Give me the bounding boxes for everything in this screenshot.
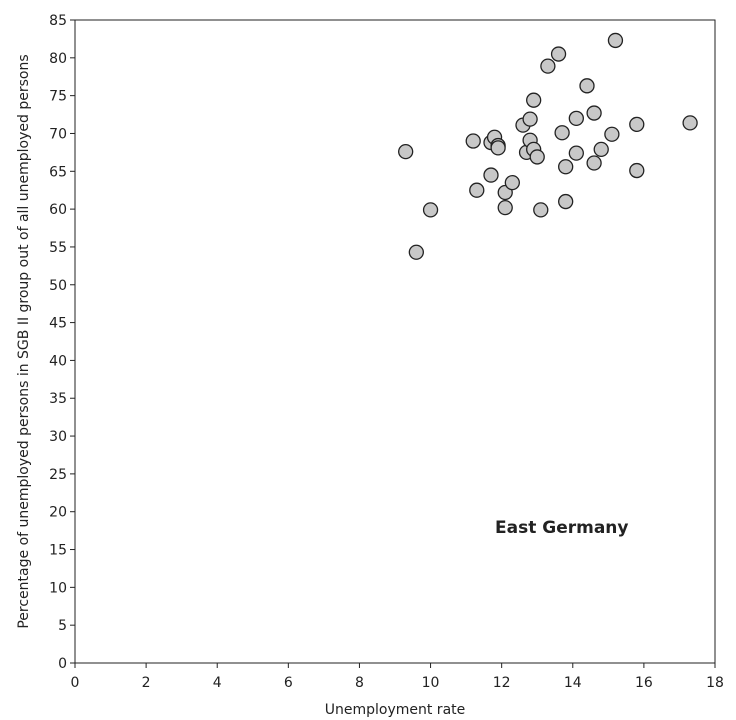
x-tick-label-3: 6: [284, 675, 293, 691]
y-tick-label-13: 65: [49, 164, 67, 180]
x-axis-title: Unemployment rate: [325, 702, 466, 718]
data-point-15: [523, 112, 537, 126]
data-point-22: [552, 47, 566, 61]
y-tick-label-0: 0: [58, 656, 67, 672]
data-point-17: [527, 93, 541, 107]
data-point-9: [491, 141, 505, 155]
y-tick-label-11: 55: [49, 240, 67, 256]
y-tick-label-15: 75: [49, 89, 67, 105]
data-point-23: [555, 126, 569, 140]
data-point-35: [630, 164, 644, 178]
x-tick-label-4: 8: [355, 675, 364, 691]
x-tick-label-0: 0: [71, 675, 80, 691]
y-tick-label-14: 70: [49, 126, 67, 142]
data-point-27: [569, 146, 583, 160]
y-tick-label-12: 60: [49, 202, 67, 218]
y-tick-label-2: 10: [49, 580, 67, 596]
data-point-2: [424, 203, 438, 217]
data-point-24: [559, 160, 573, 174]
data-point-26: [569, 111, 583, 125]
y-tick-label-17: 85: [49, 13, 67, 29]
y-axis-ticks: 0 5 10 15 20 25 30 35 40 45 50 55 60 65 70 75 80 85: [49, 13, 75, 672]
x-tick-label-1: 2: [142, 675, 151, 691]
data-point-33: [608, 33, 622, 47]
data-point-3: [466, 134, 480, 148]
data-point-20: [534, 203, 548, 217]
y-tick-label-10: 50: [49, 278, 67, 294]
x-tick-label-7: 14: [564, 675, 582, 691]
y-tick-label-8: 40: [49, 353, 67, 369]
data-point-21: [541, 59, 555, 73]
x-tick-label-9: 18: [706, 675, 724, 691]
x-axis-ticks: 0 2 4 6 8 10 12 14 16 18: [71, 663, 724, 691]
data-point-11: [498, 201, 512, 215]
y-tick-label-16: 80: [49, 51, 67, 67]
x-tick-label-5: 10: [422, 675, 440, 691]
data-point-28: [580, 79, 594, 93]
y-tick-label-3: 15: [49, 543, 67, 559]
data-point-34: [630, 117, 644, 131]
y-tick-label-5: 25: [49, 467, 67, 483]
data-point-1: [409, 245, 423, 259]
data-point-31: [594, 142, 608, 156]
y-tick-label-6: 30: [49, 429, 67, 445]
x-tick-label-2: 4: [213, 675, 222, 691]
data-point-4: [470, 183, 484, 197]
data-point-30: [587, 156, 601, 170]
x-tick-label-6: 12: [493, 675, 511, 691]
data-point-36: [683, 116, 697, 130]
data-points: [399, 33, 697, 259]
y-tick-label-9: 45: [49, 316, 67, 332]
data-point-6: [484, 168, 498, 182]
data-point-0: [399, 145, 413, 159]
data-point-29: [587, 106, 601, 120]
data-point-32: [605, 127, 619, 141]
y-tick-label-4: 20: [49, 505, 67, 521]
y-tick-label-7: 35: [49, 391, 67, 407]
data-point-19: [530, 150, 544, 164]
plot-area-frame: [75, 20, 715, 663]
data-point-25: [559, 195, 573, 209]
x-tick-label-8: 16: [635, 675, 653, 691]
y-tick-label-1: 5: [58, 618, 67, 634]
data-point-12: [505, 176, 519, 190]
y-axis-title: Percentage of unemployed persons in SGB …: [16, 54, 32, 628]
region-annotation: East Germany: [495, 518, 629, 538]
